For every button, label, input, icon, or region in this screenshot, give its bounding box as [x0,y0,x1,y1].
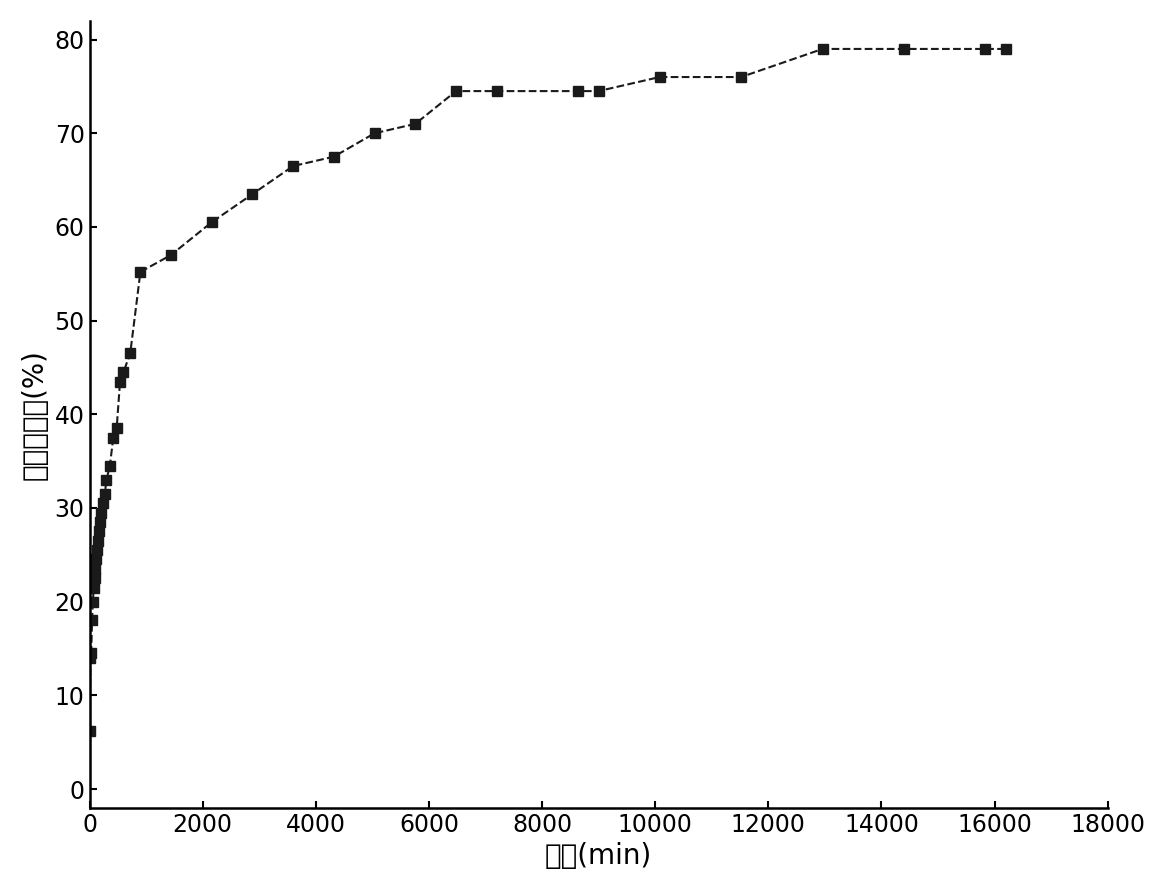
X-axis label: 时间(min): 时间(min) [545,842,652,871]
Y-axis label: 药物释放量(%): 药物释放量(%) [21,349,49,479]
